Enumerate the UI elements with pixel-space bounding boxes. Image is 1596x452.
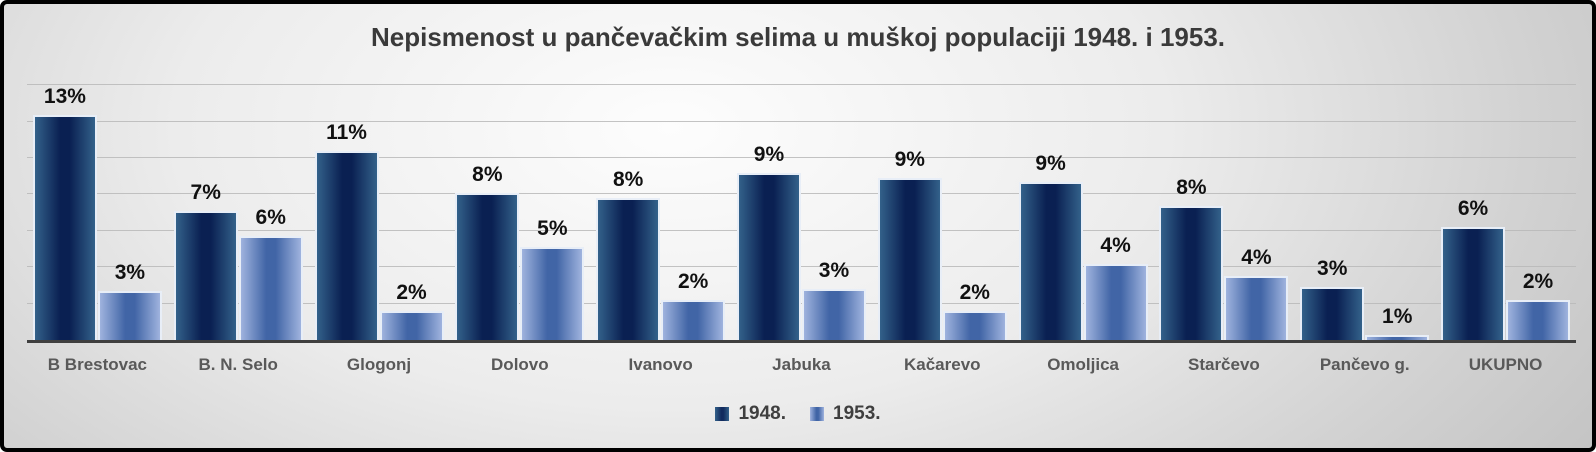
legend-label-1953: 1953. (833, 403, 881, 424)
value-label: 3% (1317, 257, 1348, 281)
bar-1948: 13% (32, 85, 97, 342)
legend-swatch-1948 (715, 407, 730, 421)
bar-groups: 13% 3% 7% 6% 11% 2% 8% 5% 8% 2% 9% 3% 9% 2% 9% 4% 8% 4% 3%… (27, 4, 1576, 342)
value-label: 1% (1382, 304, 1413, 328)
chart-title: Nepismenost u pančevačkim selima u muško… (370, 22, 1226, 52)
plot-area: 13% 3% 7% 6% 11% 2% 8% 5% 8% 2% 9% 3% 9% 2% 9% 4% 8% 4% 3%… (27, 4, 1576, 342)
category-group: 13% 3% (27, 4, 168, 342)
category-group: 8% 4% (1154, 4, 1295, 342)
bar-1953: 6% (238, 206, 303, 342)
bar-1953: 2% (942, 281, 1007, 342)
bar-1953: 1% (1365, 305, 1430, 342)
category-group: 11% 2% (309, 4, 450, 342)
value-label: 13% (43, 84, 86, 108)
category-group: 9% 2% (872, 4, 1013, 342)
category-group: 6% 2% (1435, 4, 1576, 342)
bar-1948: 9% (1018, 152, 1083, 342)
value-label: 6% (255, 206, 286, 230)
gridline-10pct (27, 157, 1576, 158)
bar-1953: 2% (1506, 270, 1571, 342)
category-group: 8% 5% (449, 4, 590, 342)
value-label: 5% (537, 217, 568, 241)
category-group: 3% 1% (1294, 4, 1435, 342)
bar-1953: 4% (1224, 246, 1289, 342)
bar-1948: 8% (455, 163, 520, 342)
category-group: 7% 6% (168, 4, 309, 342)
value-label: 11% (326, 120, 367, 144)
value-label: 3% (818, 259, 850, 283)
bar-1948: 8% (1159, 176, 1224, 342)
category-label: Pančevo g. (1319, 355, 1410, 374)
category-label: B. N. Selo (198, 355, 278, 374)
gridline-2pct (27, 302, 1576, 304)
value-label: 9% (1035, 151, 1066, 175)
category-label: Jabuka (772, 355, 831, 374)
value-label: 8% (472, 162, 503, 186)
bar-1953: 5% (520, 217, 585, 342)
legend-item-1953: 1953. (810, 403, 881, 425)
value-label: 2% (1522, 270, 1554, 294)
category-label: Starčevo (1187, 355, 1260, 374)
value-label: 6% (1457, 197, 1489, 221)
gridline-8pct (27, 193, 1576, 195)
value-label: 2% (959, 281, 990, 305)
legend-swatch-1953 (810, 407, 824, 421)
bar-1948: 6% (1441, 197, 1506, 342)
value-label: 3% (114, 261, 146, 285)
x-axis-line (27, 340, 1576, 343)
value-label: 4% (1241, 246, 1272, 270)
value-label: 9% (894, 148, 925, 172)
gridline-4pct (27, 266, 1576, 268)
value-label: 8% (1176, 175, 1207, 199)
value-label: 2% (396, 281, 427, 305)
category-label: Omoljica (1047, 355, 1119, 374)
bar-1948: 9% (877, 148, 942, 342)
legend: 1948. 1953. (4, 403, 1592, 425)
bar-1953: 4% (1083, 234, 1148, 342)
bar-1953: 2% (379, 281, 444, 342)
value-label: 7% (190, 180, 221, 204)
bar-1948: 9% (736, 143, 801, 342)
value-label: 8% (612, 168, 644, 192)
category-label: B Brestovac (47, 355, 148, 374)
category-label: Dolovo (491, 355, 549, 374)
category-axis: B Brestovac B. N. Selo Glogonj Dolovo Ivanov… (27, 355, 1576, 375)
bar-1948: 3% (1300, 257, 1365, 342)
gridline-14pct (27, 84, 1576, 86)
legend-label-1948: 1948. (738, 403, 786, 424)
category-label: Glogonj (346, 355, 412, 374)
bar-1948: 11% (314, 121, 379, 342)
category-group: 8% 2% (590, 4, 731, 342)
legend-item-1948: 1948. (715, 403, 786, 425)
value-label: 4% (1100, 233, 1131, 257)
gridline-12pct (27, 120, 1576, 122)
category-label: Ivanovo (628, 355, 693, 374)
value-label: 9% (753, 142, 785, 166)
bar-1953: 2% (661, 270, 726, 342)
category-label: UKUPNO (1468, 355, 1543, 374)
bar-1948: 8% (596, 168, 661, 342)
category-group: 9% 3% (731, 4, 872, 342)
value-label: 2% (677, 270, 709, 294)
bar-1948: 7% (173, 181, 238, 342)
gridline-6pct (27, 229, 1576, 231)
bar-1953: 3% (801, 259, 866, 342)
bar-1953: 3% (97, 261, 162, 342)
category-group: 9% 4% (1013, 4, 1154, 342)
category-label: Kačarevo (904, 355, 981, 374)
